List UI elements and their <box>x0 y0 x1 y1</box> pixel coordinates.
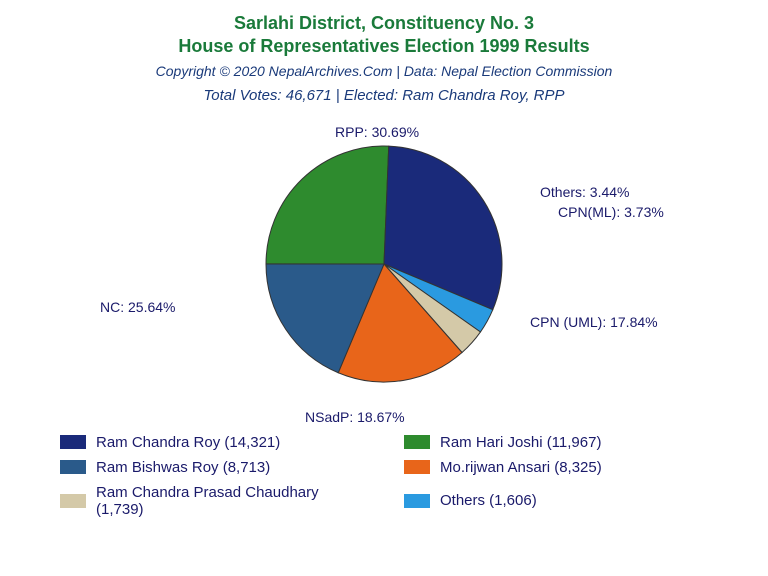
totals-line: Total Votes: 46,671 | Elected: Ram Chand… <box>0 87 768 104</box>
pie-slice-nc <box>266 146 389 264</box>
legend-item-3: Mo.rijwan Ansari (8,325) <box>404 459 708 476</box>
legend-item-2: Ram Bishwas Roy (8,713) <box>60 459 364 476</box>
slice-label-rpp: RPP: 30.69% <box>335 124 419 140</box>
legend-item-4: Ram Chandra Prasad Chaudhary (1,739) <box>60 484 364 518</box>
slice-label-others: Others: 3.44% <box>540 184 630 200</box>
legend-swatch <box>404 494 430 508</box>
pie-chart-area: NC: 25.64% RPP: 30.69% Others: 3.44% CPN(ML… <box>0 104 768 444</box>
pie-svg <box>264 144 504 384</box>
legend-text: Ram Bishwas Roy (8,713) <box>96 459 270 476</box>
title-line-1: Sarlahi District, Constituency No. 3 <box>0 12 768 35</box>
legend-swatch <box>60 460 86 474</box>
legend-swatch <box>60 494 86 508</box>
legend-text: Ram Chandra Prasad Chaudhary (1,739) <box>96 484 364 518</box>
slice-label-cpn-uml-: CPN (UML): 17.84% <box>530 314 658 330</box>
copyright-line: Copyright © 2020 NepalArchives.Com | Dat… <box>0 63 768 79</box>
legend-swatch <box>404 460 430 474</box>
pie-container <box>264 144 504 384</box>
chart-header: Sarlahi District, Constituency No. 3 Hou… <box>0 0 768 104</box>
legend-item-5: Others (1,606) <box>404 484 708 518</box>
title-line-2: House of Representatives Election 1999 R… <box>0 35 768 58</box>
legend-text: Others (1,606) <box>440 492 537 509</box>
legend-text: Mo.rijwan Ansari (8,325) <box>440 459 602 476</box>
slice-label-nc: NC: 25.64% <box>100 299 175 315</box>
legend: Ram Chandra Roy (14,321)Ram Hari Joshi (… <box>0 434 768 538</box>
slice-label-cpn-ml-: CPN(ML): 3.73% <box>558 204 664 220</box>
slice-label-nsadp: NSadP: 18.67% <box>305 409 405 425</box>
